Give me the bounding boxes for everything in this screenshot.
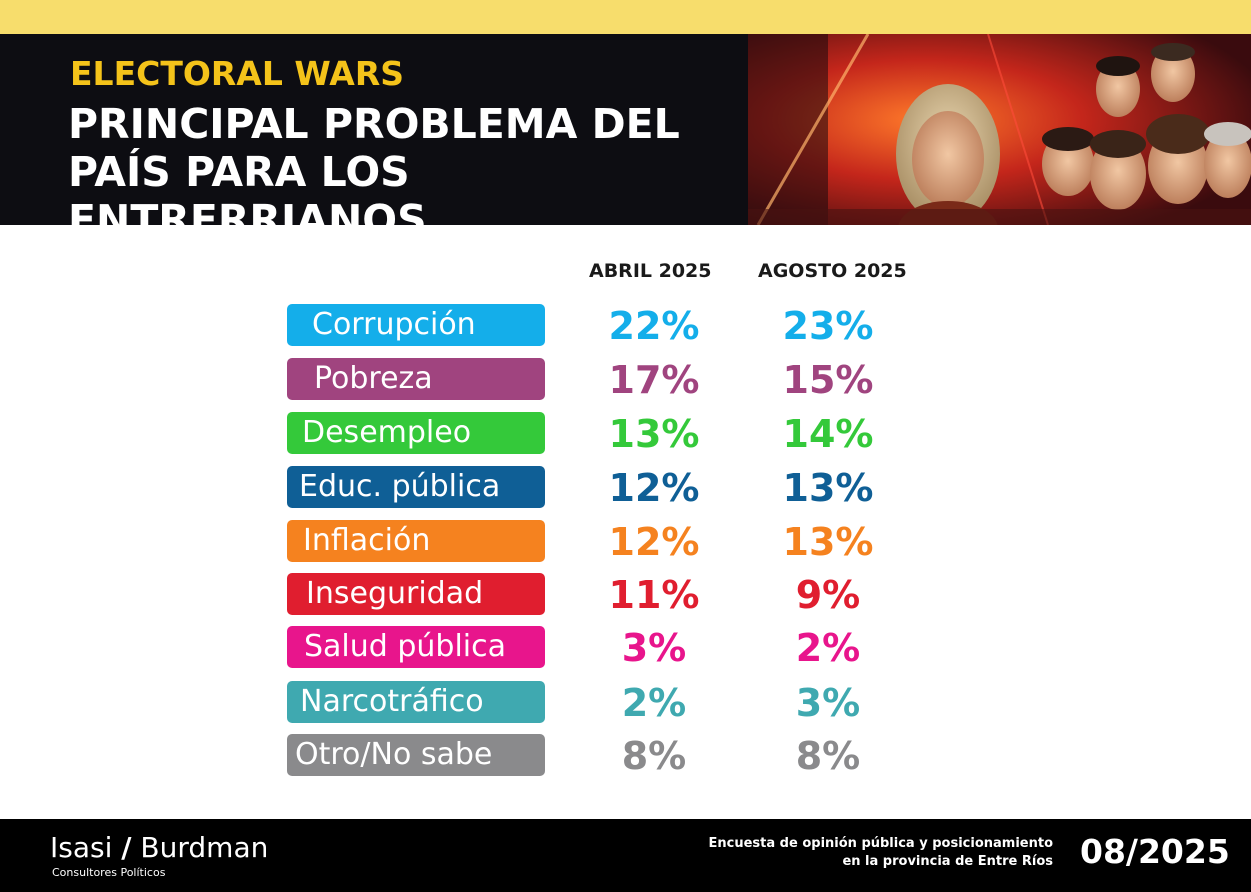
column-header-abril: ABRIL 2025 [589,260,712,282]
title-line-2: PAÍS PARA LOS ENTRERRIANOS [68,148,427,225]
value-agosto: 14% [782,412,874,456]
category-label: Corrupción [312,307,476,342]
brand-title: ELECTORAL WARS [70,54,404,93]
page-title: PRINCIPAL PROBLEMA DEL PAÍS PARA LOS ENT… [68,100,768,225]
header-banner: ELECTORAL WARS PRINCIPAL PROBLEMA DEL PA… [0,34,1251,225]
value-abril: 17% [608,358,700,402]
value-abril: 22% [608,304,700,348]
logo-left-name: Isasi [50,831,113,864]
category-pill [287,520,545,562]
value-agosto: 15% [782,358,874,402]
header-poster-art [748,34,1251,225]
category-label: Desempleo [302,415,472,450]
title-line-1: PRINCIPAL PROBLEMA DEL [68,100,680,148]
survey-date: 08/2025 [1080,832,1230,871]
value-agosto: 13% [782,466,874,510]
value-abril: 3% [621,626,687,670]
table-row-corrupcion: Corrupción 22% 23% [0,304,1251,348]
table-row-otro-no-sabe: Otro/No sabe 8% 8% [0,734,1251,778]
logo-right-name: Burdman [140,831,269,864]
survey-line-1: Encuesta de opinión pública y posicionam… [708,836,1053,851]
table-row-educ-publica: Educ. pública 12% 13% [0,466,1251,510]
logo-slash: / [121,831,132,864]
category-pill [287,734,545,776]
value-agosto: 2% [795,626,861,670]
table-row-inflacion: Inflación 12% 13% [0,520,1251,564]
consultancy-logo: Isasi / Burdman [50,831,268,864]
category-pill [287,304,545,346]
category-label: Inseguridad [306,576,484,611]
value-agosto: 8% [795,734,861,778]
value-agosto: 3% [795,681,861,725]
value-agosto: 13% [782,520,874,564]
value-agosto: 23% [782,304,874,348]
category-pill [287,573,545,615]
value-abril: 12% [608,466,700,510]
category-label: Narcotráfico [300,684,484,719]
survey-line-2: en la provincia de Entre Ríos [842,854,1053,869]
category-pill [287,626,545,668]
category-label: Salud pública [304,629,507,664]
value-abril: 8% [621,734,687,778]
table-row-desempleo: Desempleo 13% 14% [0,412,1251,456]
category-label: Otro/No sabe [295,737,493,772]
table-row-salud-publica: Salud pública 3% 2% [0,626,1251,670]
survey-description: Encuesta de opinión pública y posicionam… [633,835,1053,871]
value-abril: 2% [621,681,687,725]
category-label: Educ. pública [299,469,501,504]
value-agosto: 9% [795,573,861,617]
category-label: Pobreza [314,361,433,396]
column-header-agosto: AGOSTO 2025 [758,260,907,282]
value-abril: 13% [608,412,700,456]
category-pill [287,412,545,454]
table-row-inseguridad: Inseguridad 11% 9% [0,573,1251,617]
category-pill [287,466,545,508]
category-pill [287,681,545,723]
footer: Isasi / Burdman Consultores Políticos En… [0,819,1251,892]
category-pill [287,358,545,400]
value-abril: 12% [608,520,700,564]
top-strip [0,0,1251,34]
table-row-narcotrafico: Narcotráfico 2% 3% [0,681,1251,725]
category-label: Inflación [303,523,431,558]
table-row-pobreza: Pobreza 17% 15% [0,358,1251,402]
value-abril: 11% [608,573,700,617]
logo-subtitle: Consultores Políticos [52,866,166,879]
